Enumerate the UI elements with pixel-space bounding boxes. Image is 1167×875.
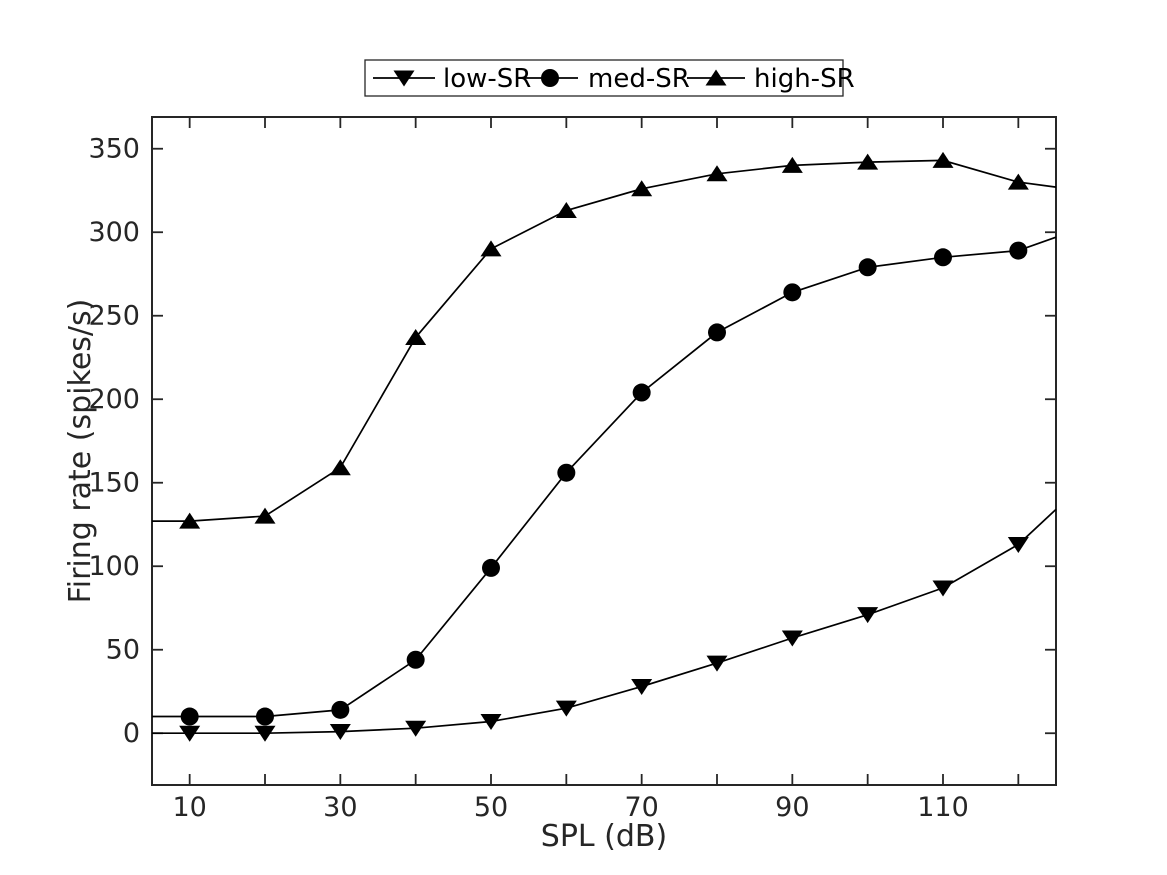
legend-box [364, 59, 844, 97]
marker-low-SR [405, 720, 427, 737]
marker-low-SR [932, 580, 954, 597]
series-line-high-SR [152, 159, 1057, 522]
x-tick-label: 70 [624, 792, 658, 823]
legend-label-med-SR: med-SR [588, 64, 690, 94]
series-line-med-SR [152, 236, 1057, 718]
marker-low-SR [555, 700, 577, 717]
y-tick-label: 50 [106, 635, 140, 666]
marker-med-SR [1009, 241, 1028, 260]
marker-high-SR [555, 202, 577, 219]
marker-low-SR [631, 678, 653, 695]
marker-low-SR [706, 655, 728, 672]
y-tick-label: 100 [88, 551, 140, 582]
y-tick-label: 150 [88, 468, 140, 499]
marker-med-SR [180, 707, 199, 726]
plot-border [151, 116, 1057, 786]
marker-high-SR [857, 153, 879, 170]
marker-high-SR [781, 156, 803, 173]
marker-med-SR [406, 650, 425, 669]
x-tick-label: 30 [323, 792, 357, 823]
legend-marker-high-SR [705, 69, 727, 86]
x-tick-label: 90 [775, 792, 809, 823]
marker-high-SR [254, 507, 276, 524]
marker-med-SR [708, 323, 726, 342]
series-line-low-SR [152, 508, 1057, 735]
marker-med-SR [934, 248, 952, 267]
marker-high-SR [480, 240, 502, 257]
legend-label-low-SR: low-SR [443, 64, 531, 94]
y-axis-label: Firing rate (spikes/s) [63, 299, 98, 604]
x-axis-label: SPL (dB) [541, 819, 667, 854]
marker-low-SR [1007, 537, 1029, 554]
marker-med-SR [256, 707, 274, 726]
marker-low-SR [781, 630, 803, 647]
y-tick-label: 250 [88, 301, 140, 332]
marker-high-SR [405, 328, 427, 345]
y-tick-label: 200 [88, 384, 140, 415]
legend-marker-med-SR [541, 69, 559, 87]
x-tick-label: 10 [172, 792, 206, 823]
marker-low-SR [480, 714, 502, 731]
marker-med-SR [783, 283, 802, 302]
legend-label-high-SR: high-SR [754, 64, 855, 94]
marker-low-SR [857, 607, 879, 624]
marker-med-SR [858, 258, 877, 277]
marker-med-SR [331, 700, 350, 719]
marker-high-SR [631, 180, 653, 197]
marker-high-SR [179, 512, 201, 529]
y-tick-label: 0 [123, 718, 140, 749]
x-tick-label: 110 [917, 792, 969, 823]
marker-low-SR [179, 725, 201, 742]
marker-high-SR [1007, 173, 1029, 190]
marker-med-SR [632, 383, 651, 402]
marker-high-SR [932, 151, 954, 168]
x-tick-label: 50 [474, 792, 508, 823]
marker-low-SR [254, 725, 276, 742]
y-tick-label: 350 [88, 134, 140, 165]
legend-marker-low-SR [393, 70, 415, 87]
marker-high-SR [329, 459, 351, 476]
marker-low-SR [329, 724, 351, 741]
marker-high-SR [706, 165, 728, 182]
marker-med-SR [482, 558, 500, 577]
marker-med-SR [557, 463, 576, 482]
y-tick-label: 300 [88, 217, 140, 248]
